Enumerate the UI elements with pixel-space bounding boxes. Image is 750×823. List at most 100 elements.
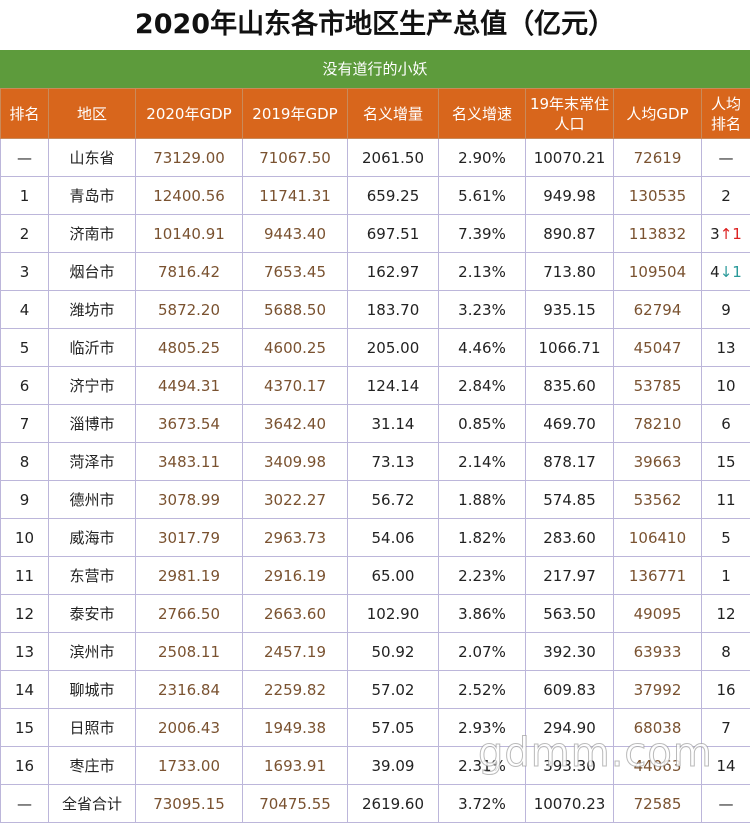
cell-text: 2.31% [458,757,506,775]
cell-text: 2.84% [458,377,506,395]
cell-text: 5872.20 [158,301,220,319]
table-cell: 1066.71 [526,329,614,367]
table-cell: 37992 [614,671,702,709]
cell-text: 13 [716,339,735,357]
table-cell: 53785 [614,367,702,405]
cell-text: 124.14 [367,377,420,395]
cell-text: 6 [721,415,731,433]
table-cell: 713.80 [526,253,614,291]
table-cell: 72619 [614,139,702,177]
cell-text: 563.50 [543,605,596,623]
cell-text: 10070.21 [534,149,606,167]
table-cell: 15 [702,443,750,481]
cell-text: 3642.40 [264,415,326,433]
cell-text: 1733.00 [158,757,220,775]
table-cell: 3↑1 [702,215,750,253]
table-cell: 113832 [614,215,702,253]
table-cell: 2 [702,177,750,215]
cell-text: 574.85 [543,491,596,509]
cell-text: 淄博市 [69,415,114,433]
table-cell: 205.00 [348,329,439,367]
cell-text: 7 [721,719,731,737]
table-cell: 878.17 [526,443,614,481]
cell-text: 73129.00 [153,149,225,167]
cell-text: 65.00 [372,567,415,585]
cell-text: 2.93% [458,719,506,737]
table-cell: 7653.45 [243,253,348,291]
table-cell: 2006.43 [136,709,243,747]
table-cell: 68038 [614,709,702,747]
cell-text: 63933 [634,643,682,661]
table-cell: 3022.27 [243,481,348,519]
cell-text: 12400.56 [153,187,225,205]
table-cell: 16 [1,747,49,785]
table-cell: 8 [702,633,750,671]
cell-text: 53562 [634,491,682,509]
cell-text: 4 [20,301,30,319]
cell-text: 菏泽市 [69,453,114,471]
table-cell: 14 [702,747,750,785]
cell-text: 2963.73 [264,529,326,547]
table-cell: 393.30 [526,747,614,785]
column-header: 2019年GDP [243,89,348,139]
cell-text: 3022.27 [264,491,326,509]
cell-text: 9 [721,301,731,319]
table-cell: 5872.20 [136,291,243,329]
cell-text: 10140.91 [153,225,225,243]
cell-text: 3.72% [458,795,506,813]
table-cell: 109504 [614,253,702,291]
cell-text: 2663.60 [264,605,326,623]
table-cell: 49095 [614,595,702,633]
table-cell: 12400.56 [136,177,243,215]
cell-text: 102.90 [367,605,420,623]
table-cell: 697.51 [348,215,439,253]
cell-text: 56.72 [372,491,415,509]
column-header: 2020年GDP [136,89,243,139]
cell-text: 9 [20,491,30,509]
table-cell: 4600.25 [243,329,348,367]
subtitle: 没有道行的小妖 [0,50,750,88]
cell-text: 37992 [634,681,682,699]
table-cell: 4494.31 [136,367,243,405]
table-cell: 3078.99 [136,481,243,519]
cell-text: 2.23% [458,567,506,585]
cell-text: 3409.98 [264,453,326,471]
cell-text: 609.83 [543,681,596,699]
table-cell: 9 [702,291,750,329]
table-cell: 2663.60 [243,595,348,633]
table-cell: 10 [1,519,49,557]
table-cell: 62794 [614,291,702,329]
table-cell: 2316.84 [136,671,243,709]
table-cell: 16 [702,671,750,709]
cell-text: 8 [721,643,731,661]
cell-text: 2 [20,225,30,243]
table-cell: 39.09 [348,747,439,785]
cell-text: 12 [15,605,34,623]
table-cell: 2061.50 [348,139,439,177]
table-cell: 162.97 [348,253,439,291]
table-cell: 2.90% [439,139,526,177]
table-cell: 5 [702,519,750,557]
column-header: 19年末常住人口 [526,89,614,139]
title: 2020年山东各市地区生产总值（亿元） [0,0,750,50]
cell-text: — [719,149,734,167]
cell-text: 53785 [634,377,682,395]
cell-text: 5 [20,339,30,357]
cell-text: 10 [716,377,735,395]
cell-text: 10070.23 [534,795,606,813]
table-cell: 10 [702,367,750,405]
cell-text: 45047 [634,339,682,357]
table-cell: 609.83 [526,671,614,709]
cell-text: 2.52% [458,681,506,699]
table-cell: 1.82% [439,519,526,557]
cell-text: 3078.99 [158,491,220,509]
cell-text: 4805.25 [158,339,220,357]
table-cell: 东营市 [49,557,136,595]
